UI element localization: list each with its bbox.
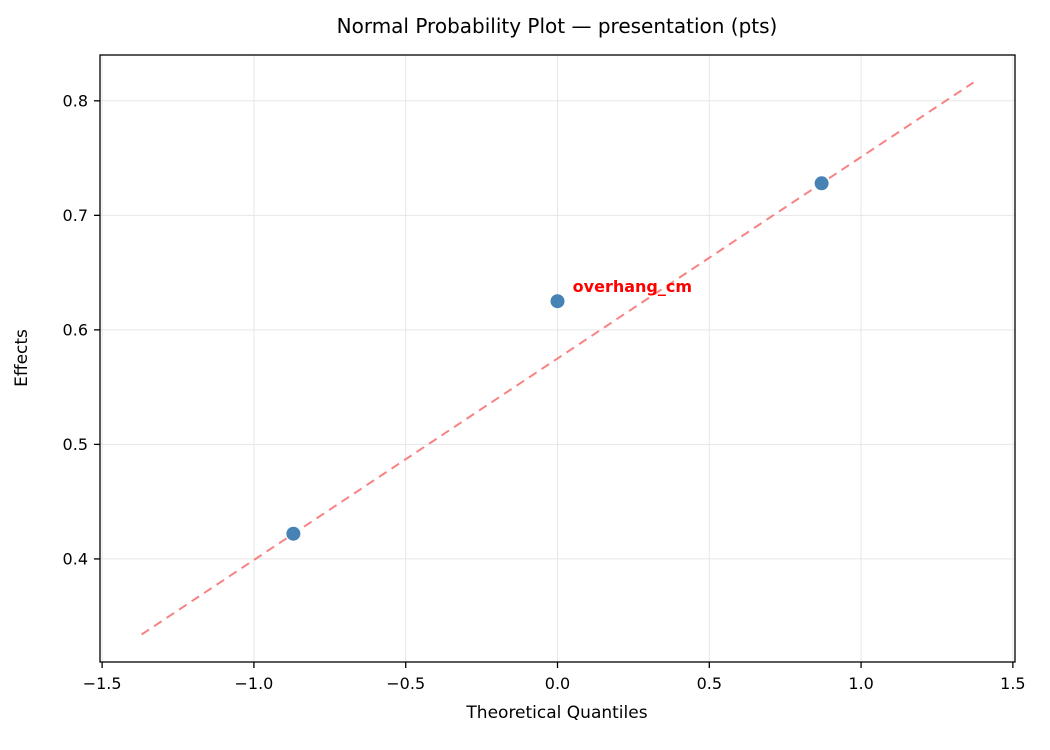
data-point [814, 176, 829, 191]
y-tick-label: 0.7 [63, 206, 88, 225]
y-tick-label: 0.6 [63, 320, 88, 339]
chart-title: Normal Probability Plot — presentation (… [337, 14, 778, 38]
x-tick-label: −1.5 [83, 674, 122, 693]
x-tick-label: 0.0 [545, 674, 570, 693]
x-tick-label: −1.0 [234, 674, 273, 693]
fit-line [141, 81, 974, 636]
axis-layer: −1.5 −1.0 −0.5 0.0 0.5 1.0 1.5 0.4 0.5 0.6 0.7 0.8 [63, 54, 1026, 693]
y-tick-label: 0.4 [63, 549, 88, 568]
x-tick-label: 1.0 [848, 674, 873, 693]
point-annotation: overhang_cm [573, 277, 692, 296]
y-axis-label: Effects [12, 329, 32, 387]
data-point [286, 526, 301, 541]
x-axis-label: Theoretical Quantiles [465, 703, 647, 723]
x-tick-label: −0.5 [386, 674, 425, 693]
y-tick-label: 0.8 [63, 91, 88, 110]
data-layer: overhang_cm [141, 81, 974, 636]
data-point [550, 294, 565, 309]
y-tick-label: 0.5 [63, 435, 88, 454]
x-tick-label: 0.5 [697, 674, 722, 693]
x-tick-label: 1.5 [1000, 674, 1025, 693]
